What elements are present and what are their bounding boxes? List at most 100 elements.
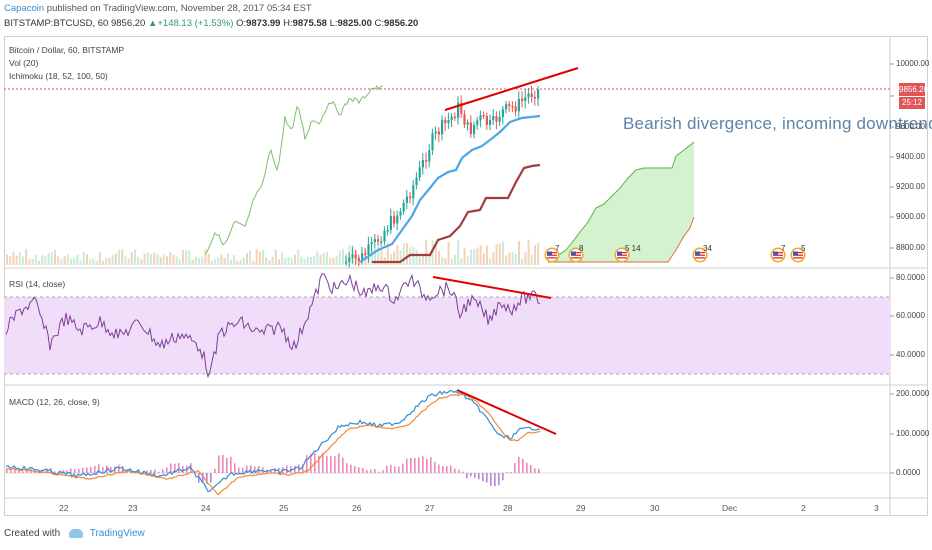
macd-histogram-bar bbox=[406, 458, 408, 473]
volume-bar bbox=[178, 259, 181, 265]
macd-histogram-bar bbox=[310, 453, 312, 473]
macd-histogram-bar bbox=[430, 457, 432, 473]
us-event-flag-icon[interactable] bbox=[544, 247, 560, 263]
volume-bar bbox=[470, 249, 472, 265]
volume-bar bbox=[377, 243, 380, 265]
x-label-29: 29 bbox=[576, 503, 586, 513]
publish-text: published on TradingView.com, November 2… bbox=[46, 3, 312, 14]
volume-bar bbox=[162, 254, 165, 265]
volume-bar bbox=[114, 253, 117, 265]
candle-body bbox=[418, 167, 421, 178]
macd-histogram-bar bbox=[150, 469, 152, 473]
volume-bar bbox=[249, 250, 252, 265]
candle-body bbox=[489, 119, 492, 125]
candle-body bbox=[348, 257, 351, 262]
candle-body bbox=[425, 160, 428, 162]
candle-body bbox=[530, 93, 533, 97]
macd-histogram-bar bbox=[330, 455, 332, 473]
volume-bar bbox=[95, 260, 98, 265]
macd-histogram-bar bbox=[506, 472, 508, 473]
volume-bar bbox=[514, 253, 517, 265]
volume-bar bbox=[18, 252, 21, 265]
volume-bar bbox=[242, 257, 245, 265]
macd-histogram-bar bbox=[306, 455, 308, 473]
volume-bar bbox=[140, 259, 143, 265]
current-price-tag: 9856.20 bbox=[899, 83, 928, 96]
volume-bar bbox=[185, 249, 188, 265]
ohlc-c-value: 9856.20 bbox=[384, 18, 419, 29]
volume-bar bbox=[89, 259, 92, 265]
macd-histogram-bar bbox=[402, 463, 404, 473]
macd-histogram-bar bbox=[426, 459, 428, 473]
volume-bar bbox=[479, 245, 482, 265]
ohlc-l-key: L: bbox=[329, 18, 338, 29]
volume-bar bbox=[172, 254, 175, 265]
x-label-28: 28 bbox=[503, 503, 513, 513]
macd-histogram-bar bbox=[326, 456, 328, 473]
macd-tick-100: 100.0000 bbox=[896, 429, 930, 438]
candle-body bbox=[357, 258, 360, 261]
volume-bar bbox=[393, 251, 396, 265]
macd-histogram-bar bbox=[454, 468, 456, 473]
macd-histogram-bar bbox=[386, 465, 388, 473]
us-event-flag-icon[interactable] bbox=[692, 247, 708, 263]
candle-body bbox=[405, 196, 408, 203]
volume-bar bbox=[422, 254, 424, 265]
volume-bar bbox=[486, 245, 488, 265]
volume-bar bbox=[38, 260, 40, 265]
candle-body bbox=[444, 120, 447, 123]
volume-bar bbox=[166, 256, 168, 265]
volume-bar bbox=[92, 258, 95, 265]
macd-histogram-bar bbox=[238, 467, 240, 473]
price-tick-9200: 9200.00 bbox=[896, 182, 925, 191]
macd-histogram-bar bbox=[394, 466, 396, 473]
volume-bar bbox=[226, 253, 229, 265]
us-event-flag-icon[interactable] bbox=[614, 247, 630, 263]
chart-annotation[interactable]: Bearish divergence, incoming downtrend bbox=[623, 114, 932, 133]
x-label-27: 27 bbox=[425, 503, 435, 513]
macd-histogram-bar bbox=[466, 473, 468, 479]
tradingview-link[interactable]: TradingView bbox=[89, 528, 145, 539]
macd-histogram-bar bbox=[478, 473, 480, 480]
macd-histogram-bar bbox=[226, 458, 228, 473]
us-event-flag-icon[interactable] bbox=[790, 247, 806, 263]
volume-bar bbox=[463, 247, 466, 265]
volume-bar bbox=[297, 249, 300, 265]
chart-frame[interactable] bbox=[4, 36, 928, 516]
candle-body bbox=[377, 239, 380, 242]
author-link[interactable]: Capacoin bbox=[4, 3, 45, 14]
volume-bar bbox=[460, 258, 463, 265]
volume-bar bbox=[274, 249, 277, 265]
event-count-label: 5 bbox=[801, 244, 806, 253]
macd-histogram-bar bbox=[110, 467, 112, 473]
macd-histogram-bar bbox=[458, 469, 460, 473]
volume-bar bbox=[386, 243, 389, 265]
macd-histogram-bar bbox=[354, 466, 356, 473]
volume-bar bbox=[396, 245, 399, 265]
volume-bar bbox=[310, 257, 312, 265]
x-label-23: 23 bbox=[128, 503, 138, 513]
ichimoku-label: Ichimoku (18, 52, 100, 50) bbox=[9, 71, 108, 81]
us-event-flag-icon[interactable] bbox=[770, 247, 786, 263]
volume-bar bbox=[492, 252, 495, 265]
macd-histogram-bar bbox=[202, 473, 204, 483]
us-event-flag-icon[interactable] bbox=[568, 247, 584, 263]
price-tick-9000: 9000.00 bbox=[896, 212, 925, 221]
candle-body bbox=[521, 98, 524, 101]
volume-bar bbox=[530, 254, 533, 265]
event-count-label: 5 14 bbox=[625, 244, 641, 253]
macd-histogram-bar bbox=[462, 471, 464, 473]
candle-body bbox=[364, 253, 367, 255]
volume-bar bbox=[374, 248, 376, 265]
volume-bar bbox=[44, 256, 47, 265]
volume-bar bbox=[41, 254, 44, 265]
macd-histogram-bar bbox=[414, 458, 416, 473]
macd-histogram-bar bbox=[334, 456, 336, 473]
volume-bar bbox=[153, 252, 156, 265]
volume-bar bbox=[121, 249, 124, 265]
volume-bar bbox=[399, 250, 402, 265]
macd-histogram-bar bbox=[446, 466, 448, 473]
macd-histogram-bar bbox=[254, 466, 256, 473]
macd-histogram-bar bbox=[366, 470, 368, 473]
